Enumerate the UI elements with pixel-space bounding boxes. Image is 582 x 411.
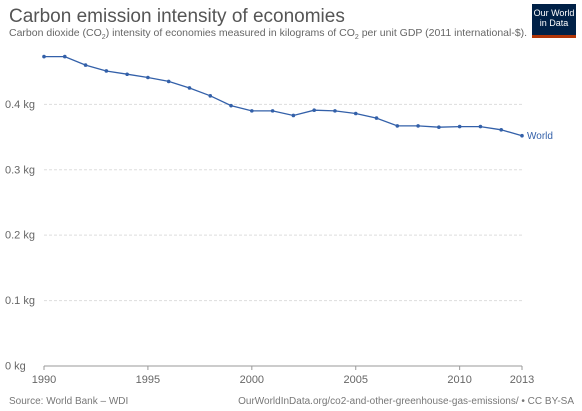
data-point bbox=[374, 116, 379, 120]
x-tick-label: 2013 bbox=[510, 374, 534, 386]
series-line-world bbox=[44, 55, 523, 137]
data-point bbox=[520, 133, 524, 138]
data-point bbox=[333, 109, 337, 113]
data-point bbox=[416, 124, 420, 128]
x-tick-label: 1995 bbox=[136, 374, 160, 386]
data-point bbox=[499, 128, 504, 132]
data-point bbox=[270, 109, 275, 113]
owid-logo[interactable]: Our World in Data bbox=[532, 4, 576, 38]
data-point bbox=[146, 75, 150, 80]
data-point bbox=[353, 111, 358, 116]
source-note[interactable]: Source: World Bank – WDI bbox=[9, 396, 129, 407]
y-tick-label: 0 kg bbox=[5, 361, 26, 373]
chart-title: Carbon emission intensity of economies bbox=[9, 6, 345, 27]
y-tick-label: 0.1 kg bbox=[5, 295, 35, 307]
y-tick-label: 0.4 kg bbox=[5, 99, 35, 111]
chart-subtitle: Carbon dioxide (CO2) intensity of econom… bbox=[9, 27, 528, 42]
data-point bbox=[83, 63, 88, 67]
x-tick-label: 2010 bbox=[447, 374, 471, 386]
data-point bbox=[437, 125, 441, 130]
y-tick-label: 0.3 kg bbox=[5, 164, 35, 176]
data-point bbox=[457, 124, 462, 129]
data-point bbox=[395, 124, 400, 128]
y-tick-label: 0.2 kg bbox=[5, 230, 35, 242]
data-point bbox=[104, 69, 109, 73]
data-point bbox=[229, 103, 233, 108]
data-point bbox=[166, 79, 171, 84]
data-point bbox=[125, 72, 129, 77]
data-point bbox=[250, 109, 254, 113]
x-tick-label: 2000 bbox=[240, 374, 264, 386]
license-url[interactable]: OurWorldInData.org/co2-and-other-greenho… bbox=[238, 396, 574, 407]
x-tick-label: 1990 bbox=[32, 374, 56, 386]
data-point bbox=[42, 54, 46, 59]
x-tick-label: 2005 bbox=[343, 374, 367, 386]
data-point bbox=[312, 108, 316, 113]
data-point bbox=[62, 54, 67, 59]
series-label-world: World bbox=[527, 131, 553, 142]
data-point bbox=[208, 94, 213, 98]
data-point bbox=[478, 124, 483, 129]
data-point bbox=[187, 86, 192, 90]
data-point bbox=[291, 113, 296, 118]
